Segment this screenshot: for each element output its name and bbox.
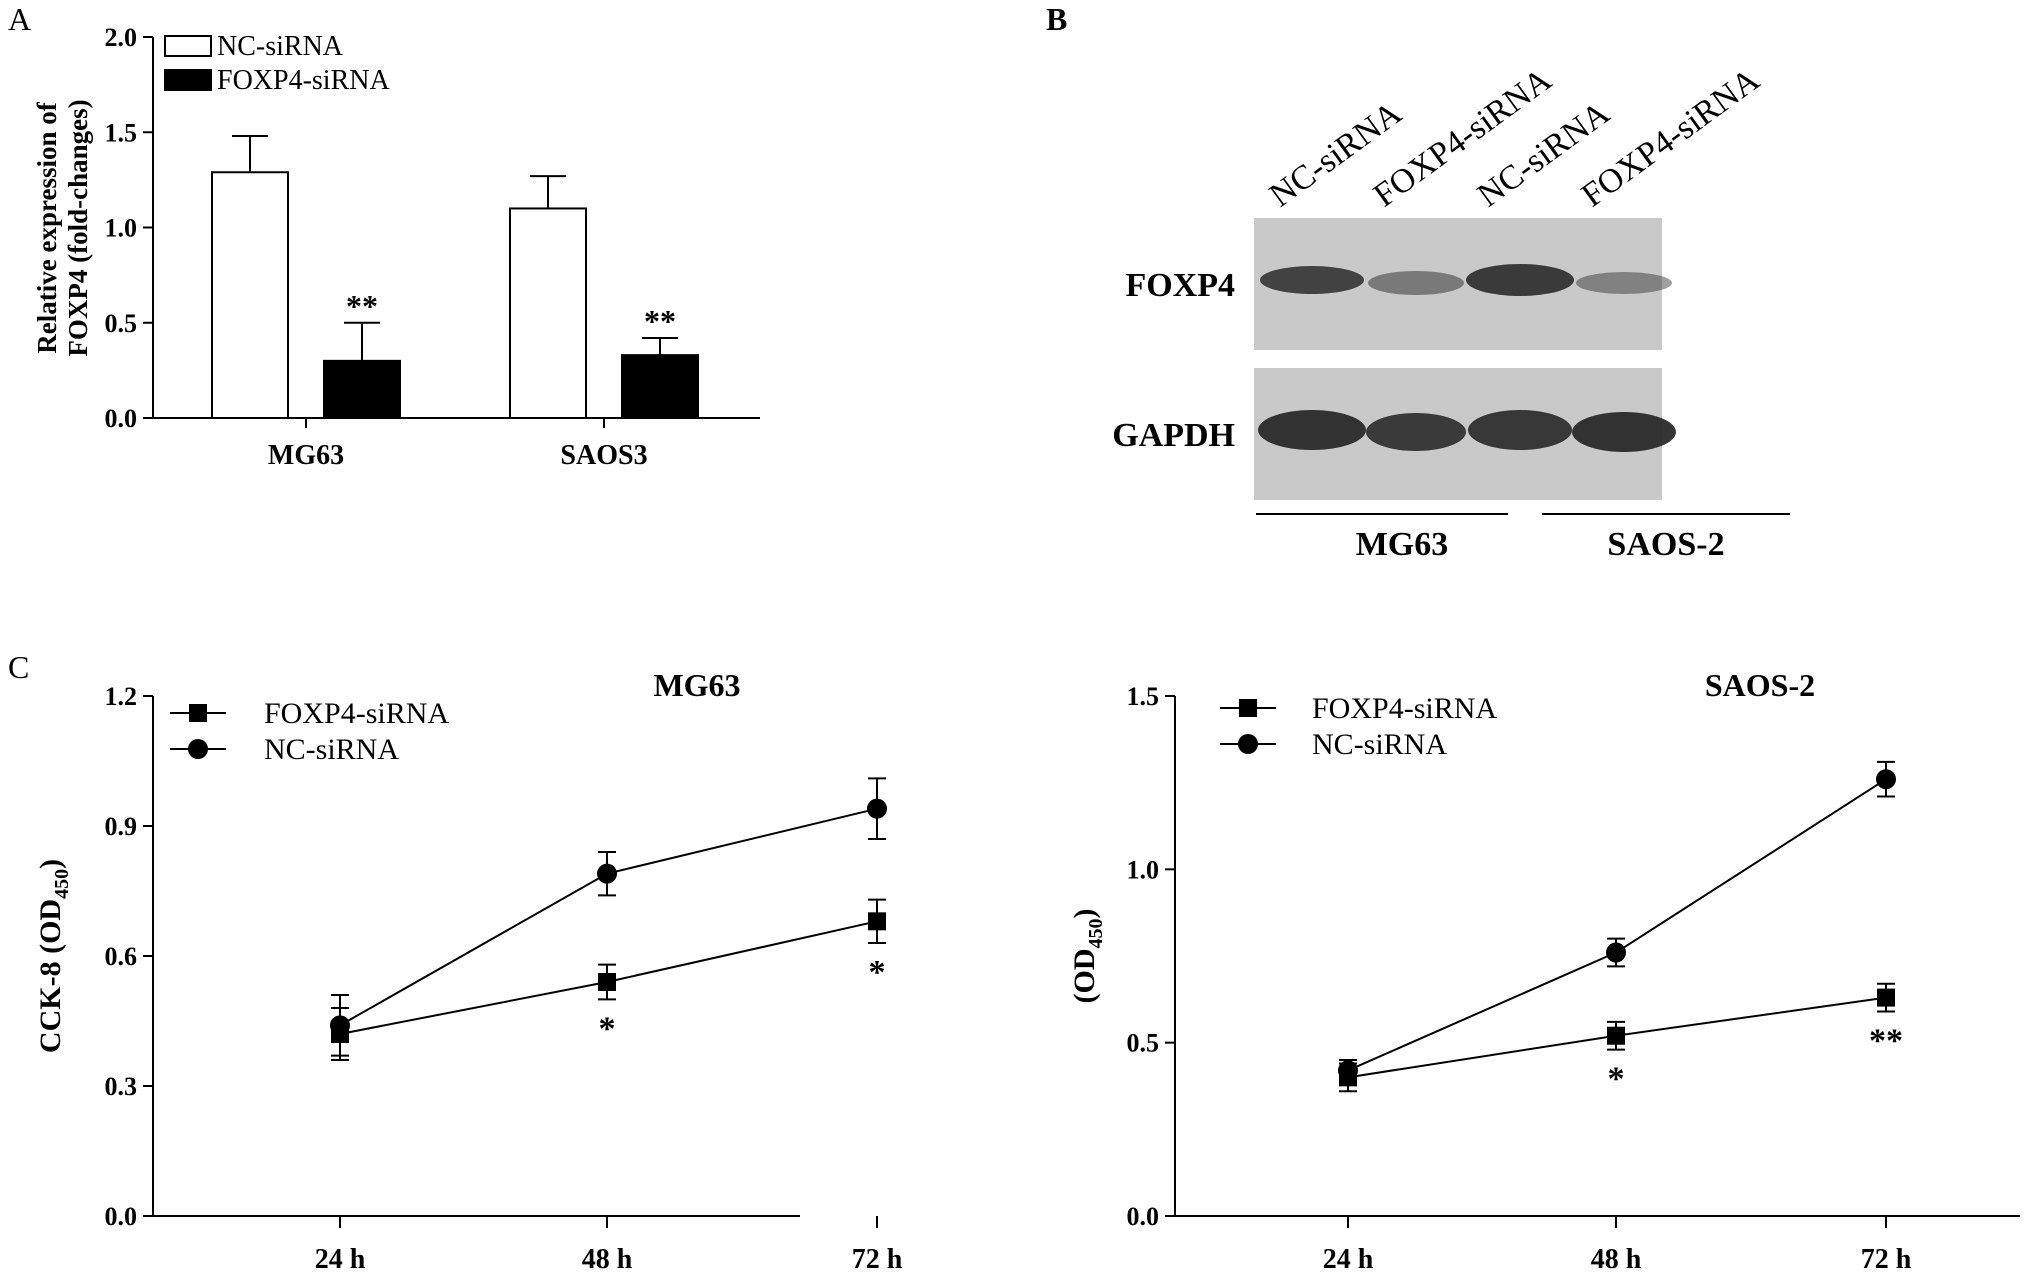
y-axis-label: CCK-8 (OD450) (34, 859, 73, 1053)
legend-swatch (164, 35, 212, 57)
lane-label: FOXP4-siRNA (1367, 61, 1559, 214)
panel-letter-a: A (8, 1, 31, 37)
y-tick-label: 1.5 (1127, 682, 1160, 711)
significance-mark: ** (644, 303, 676, 339)
chart-title: MG63 (653, 667, 740, 703)
y-tick-label: 0.0 (105, 1202, 138, 1231)
data-point-square (1607, 1026, 1625, 1045)
panel-b: B NC-siRNA FOXP4-siRNA NC-siRNA FOXP4-siRNA F… (1020, 0, 2031, 640)
western-blot-b: BNC-siRNAFOXP4-siRNANC-siRNAFOXP4-siRNAF… (1046, 1, 1790, 563)
legend-label: NC-siRNA (1312, 728, 1447, 761)
y-tick-label: 1.0 (1127, 855, 1160, 884)
y-tick-label: 0.0 (1127, 1202, 1160, 1231)
data-point-circle (1338, 1060, 1358, 1081)
x-tick-label: 48 h (1591, 1244, 1642, 1275)
legend-swatch (164, 69, 212, 91)
legend-label: NC-siRNA (264, 733, 399, 766)
group-label: SAOS-2 (1607, 526, 1724, 563)
blot-row-label: FOXP4 (1125, 267, 1235, 304)
y-tick-label: 2.0 (105, 23, 138, 52)
y-tick-label: 0.9 (105, 812, 138, 841)
blot-row-label: GAPDH (1112, 417, 1235, 454)
significance-mark: * (1608, 1061, 1625, 1098)
data-point-square (868, 912, 886, 931)
data-point-circle (1876, 769, 1896, 790)
legend-marker-circle (188, 739, 208, 759)
blot-band (1572, 412, 1676, 452)
blot-band (1466, 264, 1574, 296)
blot-band (1366, 413, 1466, 451)
data-point-square (1877, 988, 1895, 1007)
y-tick-label: 0.5 (105, 309, 138, 338)
y-tick-label: 0.6 (105, 942, 138, 971)
data-point-circle (867, 798, 887, 819)
legend-marker-square (189, 704, 207, 722)
bar (323, 359, 401, 420)
x-tick-label: SAOS3 (560, 440, 647, 471)
panel-c-right: 0.0 0.5 1.0 1.5 (OD450) SAOS-2 24 h 48 h 72 h * **… (1020, 640, 2031, 1288)
blot-band (1260, 266, 1364, 294)
x-tick-label: 48 h (582, 1244, 633, 1275)
series-line (339, 807, 878, 1027)
y-tick-label: 1.2 (105, 682, 138, 711)
y-tick-label: 1.5 (105, 118, 138, 147)
data-point-circle (597, 863, 617, 884)
data-point-circle (330, 1015, 350, 1036)
y-tick-label: 0.3 (105, 1072, 138, 1101)
legend-marker-circle (1238, 734, 1258, 754)
legend-label: FOXP4-siRNA (217, 65, 390, 96)
bar (509, 207, 587, 419)
bar (211, 171, 289, 419)
legend-label: FOXP4-siRNA (264, 697, 449, 730)
panel-letter-b: B (1046, 1, 1067, 37)
blot-band (1258, 410, 1366, 450)
y-tick-label: 0.0 (105, 404, 138, 433)
x-tick-label: 24 h (315, 1244, 366, 1275)
chart-title: SAOS-2 (1705, 667, 1815, 703)
significance-mark: ** (1869, 1022, 1903, 1059)
significance-mark: * (869, 954, 886, 991)
x-tick-label: 72 h (852, 1244, 903, 1275)
data-point-square (598, 973, 616, 991)
y-axis-label: Relative expression of (32, 101, 62, 353)
legend-marker-square (1239, 699, 1257, 717)
significance-mark: * (599, 1010, 616, 1047)
blot-band (1368, 271, 1464, 295)
data-point-circle (1606, 942, 1626, 963)
legend-label: NC-siRNA (217, 31, 344, 62)
x-tick-label: 24 h (1323, 1244, 1374, 1275)
legend-label: FOXP4-siRNA (1312, 692, 1497, 725)
panel-c-left: C 0.0 0.3 0.6 0.9 1.2 CCK-8 (OD450) MG63 24 h 48 … (0, 640, 1020, 1288)
bar (621, 354, 699, 420)
panel-letter-c: C (8, 649, 29, 685)
panel-a: A 0.0 0.5 1.0 1.5 2.0 Relative expression of FO… (0, 0, 1020, 640)
y-axis-label: FOXP4 (fold-changes) (63, 99, 93, 356)
significance-mark: ** (346, 288, 378, 324)
lane-label: FOXP4-siRNA (1575, 61, 1767, 214)
blot-band (1576, 272, 1672, 294)
line-chart-c-mg63: C 0.0 0.3 0.6 0.9 1.2 CCK-8 (OD450) MG63 24 h 48 … (8, 649, 903, 1275)
group-label: MG63 (1356, 526, 1449, 563)
y-tick-label: 1.0 (105, 214, 138, 243)
line-chart-c-saos2: 0.00.51.01.5(OD450)SAOS-224 h 48 h 72 h***… (1068, 667, 2020, 1275)
y-axis-label: (OD450) (1068, 909, 1107, 1004)
x-tick-label: MG63 (268, 440, 344, 471)
blot-band (1468, 410, 1572, 450)
x-tick-label: 72 h (1861, 1244, 1912, 1275)
y-tick-label: 0.5 (1127, 1029, 1160, 1058)
